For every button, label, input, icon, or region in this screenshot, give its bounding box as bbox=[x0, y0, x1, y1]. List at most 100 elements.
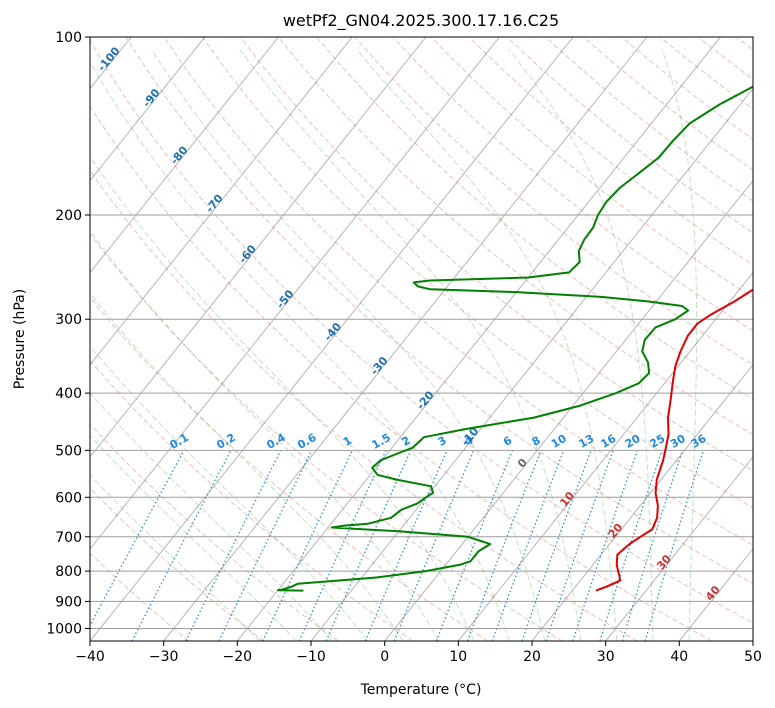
isotherm-line bbox=[90, 37, 427, 458]
dry-adiabat bbox=[392, 37, 753, 332]
mixing-ratio-line bbox=[364, 450, 448, 641]
dry-adiabat bbox=[90, 296, 488, 641]
x-tick-label: 30 bbox=[597, 649, 615, 665]
isotherm-label: -70 bbox=[203, 192, 226, 216]
dry-adiabat bbox=[90, 169, 638, 641]
isotherm-line bbox=[531, 363, 753, 641]
dry-adiabat bbox=[430, 37, 753, 299]
mixing-ratio-label: 0.4 bbox=[264, 431, 288, 452]
dry-adiabat bbox=[583, 37, 753, 171]
y-tick-label: 500 bbox=[55, 443, 82, 459]
mixing-ratio-label: 10 bbox=[549, 432, 569, 451]
moist-adiabat bbox=[151, 49, 546, 641]
x-tick-label: −40 bbox=[75, 649, 105, 665]
isotherm-label: -60 bbox=[236, 242, 259, 266]
mixing-ratio-line bbox=[572, 450, 638, 641]
x-tick-label: −20 bbox=[223, 649, 253, 665]
y-tick-label: 800 bbox=[55, 564, 82, 580]
isotherm-label: -40 bbox=[321, 320, 344, 344]
mixing-ratio-line bbox=[599, 450, 663, 641]
moist-adiabat bbox=[90, 345, 369, 641]
mixing-ratio-line bbox=[185, 450, 282, 641]
isotherm-line bbox=[605, 456, 753, 641]
background-lines bbox=[90, 37, 753, 641]
x-tick-label: 40 bbox=[670, 649, 688, 665]
isotherm-label: -90 bbox=[140, 86, 163, 110]
mixing-ratio-label: 0.1 bbox=[168, 431, 191, 452]
y-tick-label: 600 bbox=[55, 490, 82, 506]
mixing-ratio-label: 8 bbox=[530, 434, 543, 449]
mixing-ratio-label: 36 bbox=[689, 432, 709, 451]
isotherm-label: 30 bbox=[654, 552, 674, 572]
moist-adiabat bbox=[239, 49, 582, 641]
x-tick-label: 0 bbox=[380, 649, 389, 665]
chart-title: wetPf2_GN04.2025.300.17.16.C25 bbox=[283, 11, 559, 31]
y-tick-label: 900 bbox=[55, 594, 82, 610]
isotherm-line bbox=[90, 37, 279, 274]
isotherm-line bbox=[236, 37, 721, 641]
dry-adiabat bbox=[90, 105, 712, 641]
mixing-ratio-line bbox=[90, 450, 185, 627]
mixing-ratio-line bbox=[545, 450, 614, 641]
isotherm-label: 40 bbox=[703, 583, 723, 603]
y-tick-label: 100 bbox=[55, 30, 82, 46]
isotherm-line bbox=[457, 271, 753, 641]
isotherm-line bbox=[752, 640, 753, 641]
isotherm-line bbox=[678, 548, 753, 641]
moist-adiabat bbox=[661, 49, 698, 641]
temperature-line bbox=[595, 288, 753, 592]
x-axis-title: Temperature (°C) bbox=[360, 682, 482, 698]
mixing-ratio-label: 3 bbox=[436, 434, 449, 449]
y-tick-label: 300 bbox=[55, 312, 82, 328]
x-axis: −40 −30 −20 −10 0 10 20 30 40 50 bbox=[75, 641, 762, 665]
dry-adiabat bbox=[659, 37, 753, 110]
mixing-ratio-label: 1.5 bbox=[370, 431, 393, 452]
isotherm-label: -80 bbox=[168, 143, 191, 167]
mixing-ratio-line bbox=[466, 450, 542, 641]
dry-adiabat bbox=[735, 37, 753, 51]
mixing-ratio-line bbox=[393, 450, 475, 641]
mixing-ratio-line bbox=[435, 450, 514, 641]
mixing-ratio-line bbox=[491, 450, 565, 641]
mixing-ratio-line bbox=[621, 450, 684, 641]
sounding-lines bbox=[276, 85, 753, 592]
dry-adiabat bbox=[90, 487, 264, 641]
dry-adiabat bbox=[240, 37, 753, 472]
isotherm-label: 10 bbox=[557, 489, 577, 509]
y-tick-label: 400 bbox=[55, 386, 82, 402]
y-axis-title: Pressure (hPa) bbox=[12, 289, 28, 389]
x-tick-label: 10 bbox=[449, 649, 467, 665]
mixing-ratio-label: 30 bbox=[668, 432, 688, 451]
dry-adiabat bbox=[90, 423, 339, 641]
moist-adiabat bbox=[90, 61, 510, 641]
isotherm-line bbox=[90, 37, 353, 366]
isotherm-line bbox=[90, 37, 206, 182]
dry-adiabat bbox=[201, 37, 753, 509]
isotherm-label-zero: 0 bbox=[515, 456, 530, 470]
dry-adiabat bbox=[316, 37, 753, 401]
plot-frame bbox=[89, 36, 754, 642]
mixing-ratio-label: 0.6 bbox=[295, 431, 319, 452]
x-tick-label: 50 bbox=[744, 649, 762, 665]
dry-adiabat bbox=[697, 37, 753, 80]
moist-adiabat bbox=[508, 49, 654, 641]
mixing-ratio-label: 13 bbox=[576, 432, 596, 451]
moist-adiabat bbox=[90, 230, 439, 641]
moist-adiabat bbox=[90, 155, 475, 641]
y-tick-label: 1000 bbox=[46, 622, 82, 638]
dry-adiabat bbox=[278, 37, 753, 436]
dewpoint-line bbox=[276, 85, 753, 592]
isotherm-label: -50 bbox=[274, 287, 297, 311]
mixing-ratio-line bbox=[644, 450, 704, 641]
dry-adiabat bbox=[90, 552, 190, 641]
dry-adiabat bbox=[506, 37, 753, 234]
dry-adiabat bbox=[90, 39, 753, 624]
moist-adiabat bbox=[90, 292, 404, 641]
mixing-ratio-line bbox=[218, 450, 313, 641]
mixing-ratio-label: 25 bbox=[647, 432, 667, 451]
isotherm-label: 20 bbox=[606, 521, 626, 541]
isotherm-label: -30 bbox=[368, 354, 391, 378]
mixing-ratio-label: 20 bbox=[623, 432, 643, 451]
y-axis: 100 200 300 400 500 600 700 800 900 1000 bbox=[46, 30, 90, 638]
